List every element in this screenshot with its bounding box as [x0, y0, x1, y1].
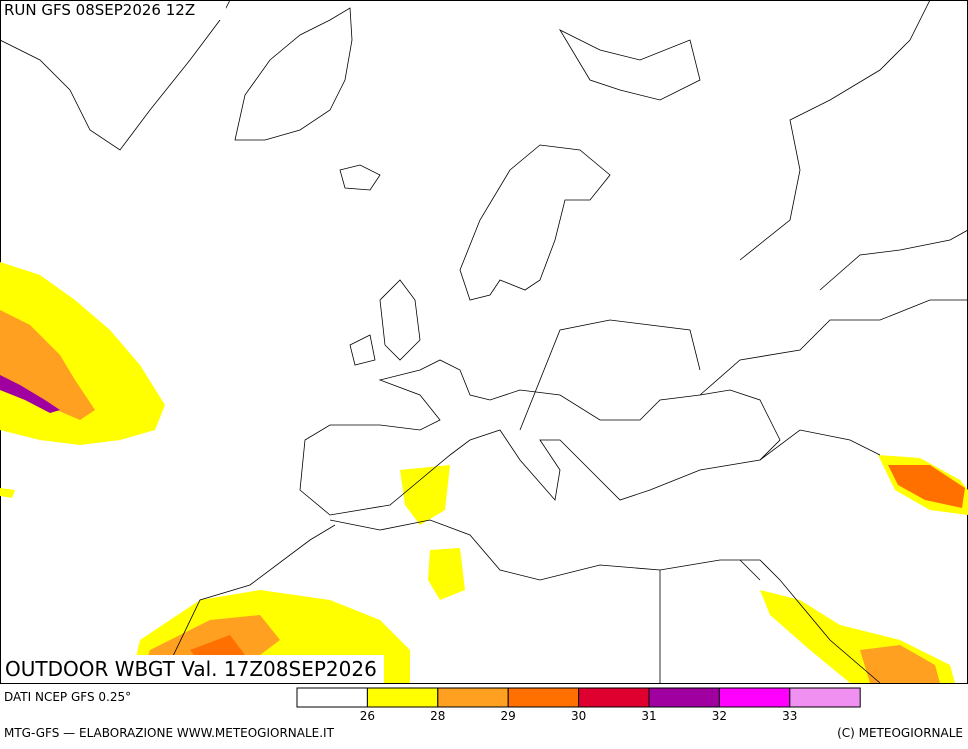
title-box — [1, 655, 384, 683]
legend-swatch — [296, 687, 368, 708]
run-box — [1, 1, 226, 20]
legend-swatch — [648, 687, 720, 708]
footer-left: MTG-GFS — ELABORAZIONE WWW.METEOGIORNALE… — [4, 726, 335, 740]
legend-swatch — [366, 687, 439, 708]
legend-swatch — [578, 687, 650, 708]
coastlines — [0, 0, 968, 684]
footer-right: (C) METEOGIORNALE — [837, 726, 963, 740]
legend-swatch — [437, 687, 509, 708]
map-frame — [0, 0, 968, 684]
map-title: OUTDOOR WBGT Val. 17Z08SEP2026 — [5, 657, 377, 681]
legend-tick-label: 30 — [571, 709, 586, 723]
color-legend: 26 28 29 30 31 32 33 — [296, 687, 861, 723]
run-label: RUN GFS 08SEP2026 12Z — [4, 1, 195, 19]
legend-tick-label: 33 — [782, 709, 797, 723]
legend-tick-label: 31 — [641, 709, 656, 723]
map: OUTDOOR WBGT Val. 17Z08SEP2026 RUN GFS 0… — [0, 0, 968, 684]
legend-swatch — [718, 687, 791, 708]
legend-tick-label: 26 — [360, 709, 375, 723]
source-label: DATI NCEP GFS 0.25° — [4, 690, 131, 704]
legend-tick-label: 29 — [501, 709, 516, 723]
legend-tick-label: 32 — [712, 709, 727, 723]
legend-swatch — [507, 687, 580, 708]
legend-tick-label: 28 — [430, 709, 445, 723]
legend-swatch — [789, 687, 861, 708]
